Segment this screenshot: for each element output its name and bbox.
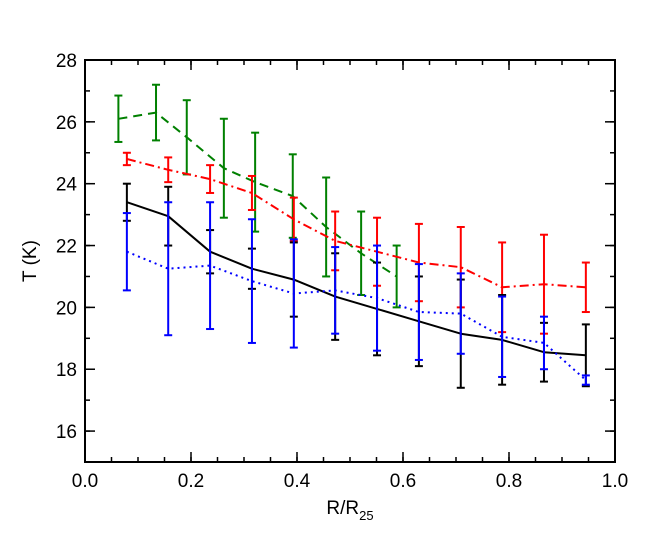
x-tick-label: 1.0 (602, 471, 628, 492)
x-tick-label: 0.8 (496, 471, 522, 492)
series-red (122, 151, 590, 335)
y-axis-label: T (K) (20, 240, 41, 282)
x-axis-label-main: R/R (326, 498, 359, 519)
series-line-blue (126, 250, 587, 381)
tick-layer (84, 59, 616, 462)
x-axis-label: R/R25 (326, 498, 373, 523)
series-blue (122, 201, 590, 386)
y-tick-label: 22 (56, 237, 77, 258)
x-tick-label: 0.0 (72, 471, 98, 492)
y-tick-label: 20 (56, 298, 77, 319)
series-line-black (126, 201, 586, 357)
y-tick-label: 24 (56, 175, 78, 196)
series-line-red (126, 158, 586, 289)
y-tick-label: 18 (56, 360, 77, 381)
x-tick-label: 0.6 (390, 471, 416, 492)
tick-label-layer: 0.0 0.2 0.4 0.6 0.8 1.0 16 18 20 22 24 26 28 (56, 51, 628, 492)
x-tick-label: 0.4 (284, 471, 311, 492)
series-line-green (118, 111, 398, 278)
y-tick-label: 16 (56, 422, 77, 443)
y-tick-label: 28 (56, 51, 77, 72)
x-tick-label: 0.2 (178, 471, 204, 492)
series-layer (114, 83, 590, 389)
y-tick-label: 26 (56, 113, 77, 134)
x-axis-label-subscript: 25 (359, 508, 373, 523)
series-green (114, 83, 401, 309)
